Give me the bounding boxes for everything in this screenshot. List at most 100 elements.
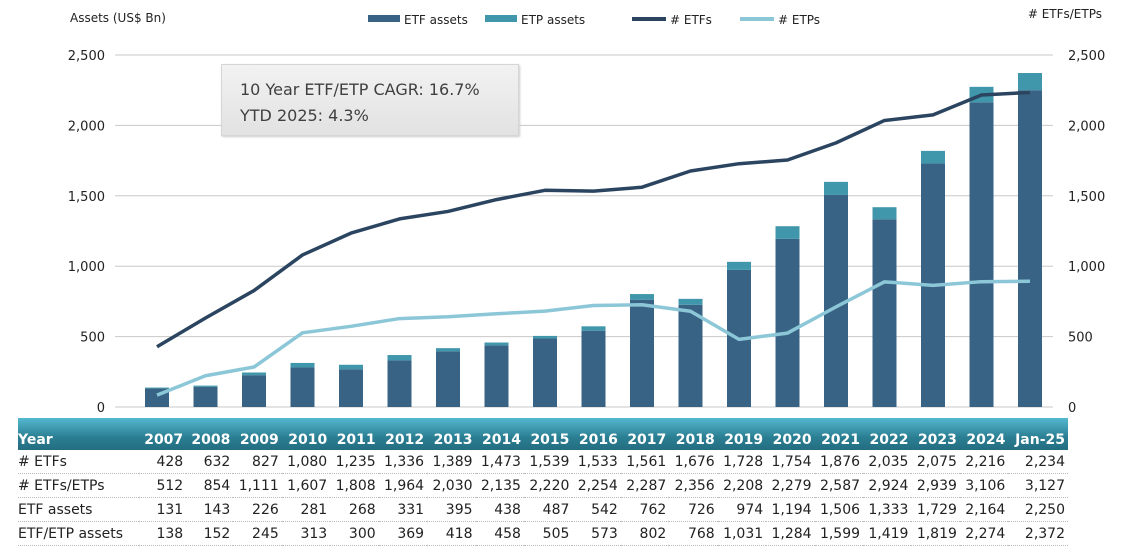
etf-assets-bar — [872, 219, 897, 407]
etf-assets-bar — [242, 375, 266, 407]
table-cell: 1,419 — [863, 521, 912, 546]
etp-assets-bar — [1018, 73, 1042, 91]
table-cell: 2,287 — [620, 473, 670, 498]
table-cell: 2,250 — [1008, 497, 1068, 522]
table-cell: 1,194 — [766, 497, 815, 522]
table-cell: 1,876 — [814, 450, 864, 474]
left-tick-label: 2,500 — [68, 49, 105, 64]
etps-line — [156, 279, 1031, 397]
table-year-header: 2011 — [330, 418, 379, 450]
etf-assets-bar — [533, 338, 557, 407]
table-year-header: 2017 — [620, 418, 670, 450]
etp-assets-bar — [533, 335, 557, 339]
etf-assets-bar — [581, 330, 606, 407]
left-tick-label: 500 — [80, 331, 105, 346]
table-cell: 3,106 — [959, 473, 1009, 498]
table-cell: 2,216 — [959, 450, 1009, 474]
table-cell: 2,587 — [814, 473, 864, 498]
table-cell: 1,599 — [814, 521, 864, 546]
cagr-callout: 10 Year ETF/ETP CAGR: 16.7% YTD 2025: 4.… — [221, 64, 519, 136]
etf-assets-bar — [775, 238, 800, 407]
table-cell: 974 — [717, 497, 767, 522]
table-cell: 300 — [330, 521, 379, 546]
table-cell: 512 — [139, 473, 187, 498]
table-cell: 2,279 — [766, 473, 815, 498]
table-year-header: 2020 — [766, 418, 815, 450]
table-cell: 854 — [186, 473, 234, 498]
table-cell: 1,031 — [717, 521, 767, 546]
ytd-text: YTD 2025: 4.3% — [240, 106, 369, 125]
left-axis-title: Assets (US$ Bn) — [70, 11, 166, 25]
etp-assets-bar — [678, 298, 703, 305]
table-cell: 331 — [378, 497, 428, 522]
table-cell: 2,372 — [1008, 521, 1068, 546]
legend-label: # ETPs — [778, 13, 820, 27]
combo-chart: 0 0 500 500 1,000 1,000 1,500 1,500 2,000 2,000 2,… — [68, 7, 1105, 416]
etfs-line — [156, 90, 1031, 349]
table-cell: 2,234 — [1008, 450, 1068, 474]
right-tick-label: 1,500 — [1068, 190, 1105, 205]
table-cell: 313 — [281, 521, 331, 546]
etp-assets-bar — [145, 387, 169, 389]
etp-assets-bar — [824, 181, 848, 195]
etp-assets-bar — [339, 364, 363, 370]
table-cell: 418 — [427, 521, 476, 546]
table-cell: 268 — [330, 497, 379, 522]
table-row: ETF/ETP assets 138 152 245 313 300 369 418 458 50… — [18, 521, 1068, 546]
table-cell: 1,729 — [911, 497, 960, 522]
table-cell: 143 — [186, 497, 234, 522]
table-cell: 2,135 — [475, 473, 524, 498]
table-year-header: 2013 — [427, 418, 476, 450]
table-cell: 395 — [427, 497, 476, 522]
left-tick-label: 2,000 — [68, 119, 105, 134]
legend-label: ETP assets — [521, 13, 585, 27]
right-axis-title: # ETFs/ETPs — [1028, 7, 1102, 21]
etp-assets-bar — [581, 326, 606, 331]
etf-assets-bar — [678, 304, 703, 407]
table-cell: 1,754 — [766, 450, 815, 474]
table-cell: 1,389 — [427, 450, 476, 474]
right-tick-label: 500 — [1068, 331, 1093, 346]
table-cell: 2,164 — [959, 497, 1009, 522]
right-tick-label: 2,500 — [1068, 49, 1105, 64]
table-cell: 827 — [233, 450, 282, 474]
etf-assets-bar — [339, 369, 363, 407]
table-year-header: 2010 — [281, 418, 331, 450]
table-cell: 281 — [281, 497, 331, 522]
etf-assets-bar — [630, 299, 654, 407]
table-cell: 131 — [139, 497, 187, 522]
table-header-label: Year — [18, 418, 139, 450]
table-cell: 1,336 — [378, 450, 428, 474]
table-year-header: 2022 — [863, 418, 912, 450]
table-row: # ETFs/ETPs 512 854 1,111 1,607 1,808 1,964 2,0… — [18, 473, 1068, 498]
etp-assets-bar — [290, 362, 315, 368]
table-cell: 1,473 — [475, 450, 524, 474]
table-cell: 487 — [523, 497, 573, 522]
legend-label: ETF assets — [404, 13, 468, 27]
table-cell: 438 — [475, 497, 524, 522]
etp-assets-bar — [484, 342, 509, 346]
table-cell: 762 — [620, 497, 670, 522]
table-cell: 138 — [139, 521, 187, 546]
table-cell: 1,284 — [766, 521, 815, 546]
table-cell: 573 — [572, 521, 621, 546]
table-header-row: Year 2007 2008 2009 2010 2011 2012 2013 2014 2015… — [18, 418, 1068, 450]
table-year-header: 2023 — [911, 418, 960, 450]
row-label: ETF assets — [18, 497, 139, 522]
row-label: ETF/ETP assets — [18, 521, 139, 546]
table-cell: 2,075 — [911, 450, 960, 474]
table-cell: 1,676 — [669, 450, 718, 474]
table-year-header: Jan-25 — [1008, 418, 1068, 450]
table-year-header: 2008 — [186, 418, 234, 450]
table-cell: 2,274 — [959, 521, 1009, 546]
cagr-text: 10 Year ETF/ETP CAGR: 16.7% — [240, 80, 480, 99]
table-cell: 1,506 — [814, 497, 864, 522]
table-cell: 1,333 — [863, 497, 912, 522]
table-cell: 428 — [139, 450, 187, 474]
table-cell: 1,808 — [330, 473, 379, 498]
table-row: ETF assets 131 143 226 281 268 331 395 438 487 542… — [18, 497, 1068, 522]
table-year-header: 2024 — [959, 418, 1009, 450]
etp-assets-bar — [193, 385, 218, 387]
etp-assets-bar — [727, 261, 751, 270]
